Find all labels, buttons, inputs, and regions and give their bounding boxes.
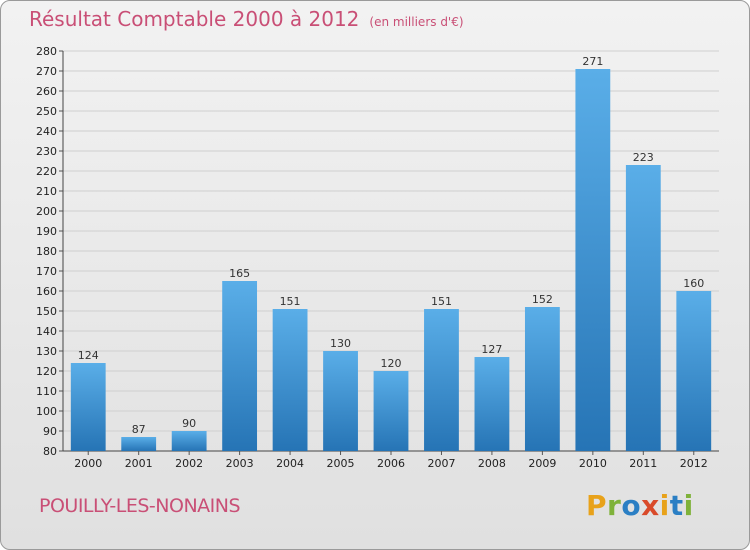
value-label-2001: 87: [132, 423, 146, 436]
x-tick-label-2003: 2003: [226, 457, 254, 470]
y-tick-label: 210: [36, 185, 57, 198]
y-tick-label: 140: [36, 325, 57, 338]
bar-2005[interactable]: [323, 351, 358, 451]
y-tick-label: 280: [36, 45, 57, 58]
value-label-2003: 165: [229, 267, 250, 280]
bar-2001[interactable]: [121, 437, 157, 451]
y-tick-label: 270: [36, 65, 57, 78]
x-tick-label-2010: 2010: [579, 457, 607, 470]
value-label-2002: 90: [182, 417, 196, 430]
bar-2012[interactable]: [676, 291, 712, 451]
x-tick-label-2011: 2011: [629, 457, 657, 470]
bar-2009[interactable]: [524, 307, 560, 451]
y-tick-label: 260: [36, 85, 57, 98]
x-tick-label-2005: 2005: [327, 457, 355, 470]
y-tick-label: 160: [36, 285, 57, 298]
x-tick-label-2008: 2008: [478, 457, 506, 470]
bar-2003[interactable]: [222, 281, 258, 451]
bar-2007[interactable]: [424, 309, 459, 451]
labels: 80 90 100 110 120 130 140 150 160 170 180 190 200 210…: [36, 45, 708, 470]
bar-2004[interactable]: [272, 309, 308, 451]
bar-2010[interactable]: [575, 69, 611, 451]
y-tick-label: 180: [36, 245, 57, 258]
y-tick-label: 120: [36, 365, 57, 378]
y-tick-label: 90: [43, 425, 57, 438]
bar-2006[interactable]: [373, 371, 409, 451]
y-tick-label: 220: [36, 165, 57, 178]
value-label-2008: 127: [481, 343, 502, 356]
value-label-2007: 151: [431, 295, 452, 308]
y-tick-label: 170: [36, 265, 57, 278]
y-tick-label: 250: [36, 105, 57, 118]
y-tick-label: 100: [36, 405, 57, 418]
bar-2011[interactable]: [625, 165, 661, 451]
value-label-2010: 271: [582, 55, 603, 68]
x-tick-label-2006: 2006: [377, 457, 405, 470]
bars: [70, 69, 712, 451]
bar-2002[interactable]: [171, 431, 207, 451]
value-label-2009: 152: [532, 293, 553, 306]
y-tick-label: 110: [36, 385, 57, 398]
value-label-2000: 124: [78, 349, 99, 362]
x-tick-label-2000: 2000: [74, 457, 102, 470]
value-label-2006: 120: [381, 357, 402, 370]
x-tick-label-2002: 2002: [175, 457, 203, 470]
value-label-2004: 151: [280, 295, 301, 308]
y-tick-label: 240: [36, 125, 57, 138]
y-tick-label: 80: [43, 445, 57, 458]
x-tick-label-2012: 2012: [680, 457, 708, 470]
bar-2000[interactable]: [70, 363, 106, 451]
city-name: POUILLY-LES-NONAINS: [39, 495, 241, 517]
bar-2008[interactable]: [474, 357, 510, 451]
y-tick-label: 190: [36, 225, 57, 238]
value-label-2005: 130: [330, 337, 351, 350]
value-label-2011: 223: [633, 151, 654, 164]
y-tick-label: 150: [36, 305, 57, 318]
y-tick-label: 130: [36, 345, 57, 358]
chart-title: Résultat Comptable 2000 à 2012 (en millie…: [29, 7, 464, 31]
x-tick-label-2004: 2004: [276, 457, 304, 470]
x-tick-label-2009: 2009: [528, 457, 556, 470]
y-tick-label: 200: [36, 205, 57, 218]
chart-title-text: Résultat Comptable 2000 à 2012: [29, 7, 360, 31]
proxiti-logo[interactable]: Proxiti: [586, 489, 694, 522]
value-label-2012: 160: [683, 277, 704, 290]
y-tick-label: 230: [36, 145, 57, 158]
chart-unit: (en milliers d'€): [369, 15, 464, 29]
x-tick-label-2001: 2001: [125, 457, 153, 470]
x-tick-label-2007: 2007: [427, 457, 455, 470]
